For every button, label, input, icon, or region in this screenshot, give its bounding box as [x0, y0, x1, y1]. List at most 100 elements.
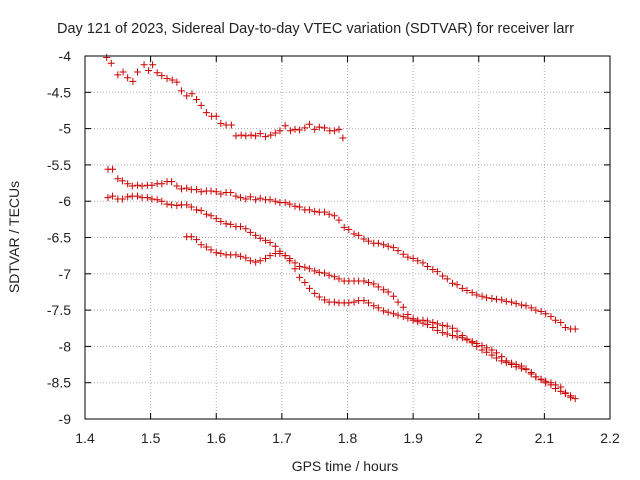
track-1-point: [149, 61, 157, 69]
track-4-point: [439, 329, 447, 337]
y-axis-label: SDTVAR / TECUs: [6, 181, 22, 293]
track-3-point: [389, 292, 397, 300]
y-tick-label: -9: [59, 411, 72, 427]
track-3-point: [187, 203, 195, 211]
track-2-point: [124, 180, 132, 188]
track-2-point: [429, 265, 437, 273]
track-3-point: [399, 303, 407, 311]
data-points: [103, 53, 579, 403]
track-2-point: [212, 188, 220, 196]
track-3-point: [183, 201, 191, 209]
track-3-point: [143, 194, 151, 202]
y-tick-label: -8: [59, 338, 72, 354]
track-4-point: [360, 297, 368, 305]
track-3-point: [134, 192, 141, 200]
track-2-point: [552, 316, 560, 324]
track-1-point: [129, 77, 137, 85]
track-4-point: [389, 310, 397, 318]
track-2-point: [458, 284, 466, 292]
track-4-point: [187, 233, 195, 241]
track-4-point: [468, 337, 476, 345]
track-4-point: [449, 332, 456, 340]
track-2-point: [492, 295, 500, 303]
track-4-point: [394, 311, 402, 319]
track-3-point: [443, 322, 451, 330]
track-3-point: [266, 239, 274, 247]
track-3-point: [193, 206, 201, 214]
track-4-point: [315, 293, 323, 301]
track-4-point: [193, 236, 201, 244]
track-2-point: [468, 289, 476, 297]
track-3-point: [246, 228, 254, 236]
track-4-point: [276, 249, 284, 257]
track-2-point: [227, 188, 235, 196]
track-4-point: [246, 257, 254, 265]
track-3-point: [360, 277, 368, 285]
track-2-point: [414, 257, 422, 265]
track-2-point: [453, 281, 461, 289]
track-3-point: [449, 324, 456, 332]
track-3-point: [330, 273, 338, 281]
track-3-point: [301, 263, 309, 271]
track-4-point: [567, 393, 575, 401]
track-2-point: [148, 181, 156, 189]
track-4-point: [429, 324, 437, 332]
chart-title: Day 121 of 2023, Sidereal Day-to-day VTE…: [57, 21, 574, 37]
track-4-point: [330, 298, 338, 306]
track-1-point: [261, 133, 269, 141]
track-3-point: [168, 201, 176, 209]
track-2-point: [193, 186, 201, 194]
track-2-point: [286, 200, 294, 208]
x-tick-label: 1.5: [141, 430, 161, 446]
track-3-point: [222, 220, 230, 228]
track-1-point: [188, 90, 196, 98]
track-3-point: [158, 197, 166, 205]
track-3-point: [365, 279, 372, 287]
track-3-point: [315, 268, 323, 276]
track-1-point: [119, 68, 127, 76]
track-2-point: [232, 192, 240, 200]
track-4-point: [217, 249, 225, 257]
track-1-point: [330, 127, 338, 135]
track-2-point: [237, 194, 245, 202]
track-1-point: [134, 68, 141, 76]
track-4-point: [311, 289, 319, 297]
track-2-point: [498, 296, 506, 304]
x-axis-label: GPS time / hours: [292, 458, 399, 474]
track-2-point: [571, 325, 579, 333]
track-4-point: [380, 307, 388, 315]
track-2-point: [134, 181, 141, 189]
track-4-point: [261, 255, 269, 263]
y-tick-label: -5: [59, 121, 72, 137]
track-3-point: [335, 275, 343, 283]
track-2-point: [340, 223, 348, 231]
track-4-point: [365, 299, 372, 307]
track-3-point: [109, 192, 117, 200]
y-tick-label: -6.5: [47, 230, 71, 246]
track-4-point: [478, 342, 486, 350]
track-2-point: [404, 253, 412, 261]
track-2-point: [443, 275, 451, 283]
track-1-point: [173, 78, 181, 86]
track-1-point: [103, 53, 111, 61]
track-1-point: [296, 126, 304, 134]
track-2-point: [374, 239, 382, 247]
track-2-point: [542, 310, 550, 318]
track-4-point: [443, 330, 451, 338]
x-tick-label: 1.6: [207, 430, 227, 446]
track-2-point: [399, 250, 407, 258]
track-2-point: [561, 324, 569, 332]
track-4-point: [242, 254, 250, 262]
track-1-point: [276, 127, 284, 135]
track-3-point: [104, 194, 112, 202]
track-2-point: [483, 294, 491, 302]
track-2-point: [252, 196, 260, 204]
grid-lines: [85, 56, 610, 419]
track-2-point: [305, 206, 313, 214]
track-2-point: [537, 308, 545, 316]
track-4-point: [508, 359, 516, 367]
track-3-point: [242, 225, 250, 233]
track-3-point: [271, 242, 279, 250]
track-4-point: [212, 249, 220, 257]
track-4-point: [512, 361, 520, 369]
